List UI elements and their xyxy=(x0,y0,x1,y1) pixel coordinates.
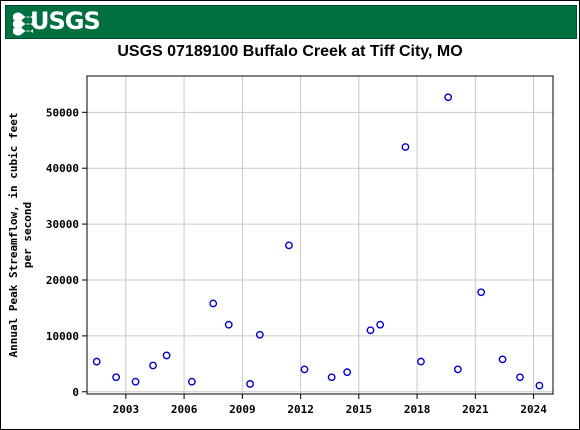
data-point xyxy=(453,365,462,374)
data-point xyxy=(246,380,255,388)
plot-border xyxy=(86,75,554,395)
y-tick-label: 20000 xyxy=(46,274,79,287)
data-point xyxy=(162,351,171,360)
data-point xyxy=(149,361,157,370)
data-point xyxy=(255,330,264,339)
data-point xyxy=(300,365,309,374)
x-tick-label: 2015 xyxy=(346,403,373,416)
data-point xyxy=(516,373,524,382)
data-point xyxy=(92,357,101,366)
x-tick-label: 2021 xyxy=(462,403,489,416)
data-point xyxy=(343,368,352,377)
usgs-wave-icon xyxy=(13,12,33,36)
data-point xyxy=(535,381,544,390)
y-tick-label: 0 xyxy=(72,386,79,399)
data-point xyxy=(444,93,453,102)
data-point xyxy=(498,355,507,364)
data-point xyxy=(417,357,425,366)
data-point xyxy=(187,377,196,386)
data-point xyxy=(366,326,375,335)
data-point xyxy=(327,373,336,382)
plot-area xyxy=(87,76,553,394)
x-tick-label: 2009 xyxy=(229,403,256,416)
x-tick-label: 2018 xyxy=(404,403,431,416)
y-tick-label: 40000 xyxy=(46,162,79,175)
x-tick-label: 2003 xyxy=(113,403,140,416)
data-point xyxy=(131,377,140,386)
x-tick-label: 2006 xyxy=(171,403,198,416)
usgs-banner: USGS xyxy=(5,5,577,39)
x-tick-label: 2012 xyxy=(287,403,314,416)
data-point xyxy=(209,299,218,308)
usgs-logo-text: USGS xyxy=(30,7,101,35)
data-point xyxy=(401,143,410,151)
y-axis-label: Annual Peak Streamflow, in cubic feet xyxy=(7,112,20,357)
data-point xyxy=(376,320,385,329)
y-tick-label: 30000 xyxy=(46,218,79,231)
chart-title: USGS 07189100 Buffalo Creek at Tiff City… xyxy=(117,43,463,60)
data-point xyxy=(112,373,121,382)
data-point xyxy=(477,288,486,297)
y-tick-label: 10000 xyxy=(46,330,79,343)
data-point xyxy=(285,241,293,250)
data-point xyxy=(224,320,233,329)
y-tick-label: 50000 xyxy=(46,106,79,119)
y-axis-label: per second xyxy=(21,202,34,268)
x-tick-label: 2024 xyxy=(520,403,547,416)
